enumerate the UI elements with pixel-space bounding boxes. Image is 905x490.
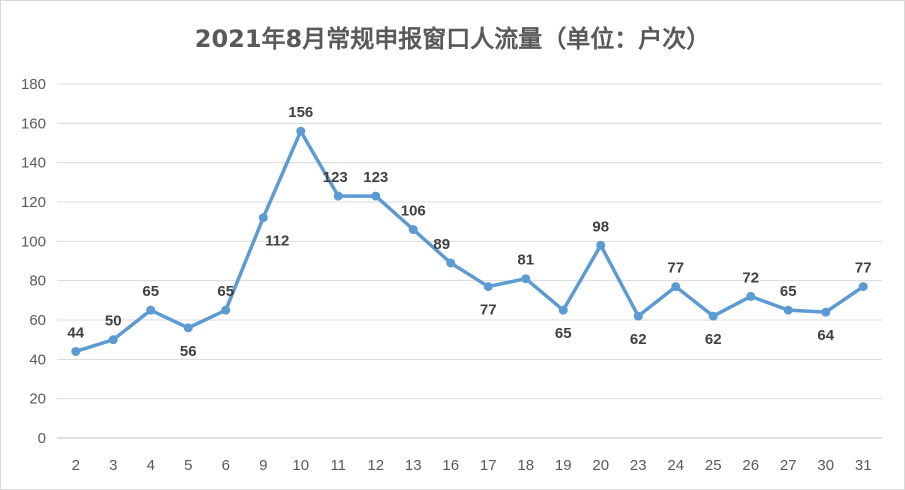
- series-line: [75, 129, 865, 354]
- y-tick-label: 60: [29, 312, 46, 329]
- data-label: 65: [555, 325, 572, 342]
- data-point: [671, 282, 681, 292]
- x-tick-label: 31: [855, 457, 872, 474]
- x-tick-label: 26: [742, 457, 759, 474]
- data-label: 65: [780, 283, 797, 300]
- data-point: [183, 323, 193, 333]
- data-label: 72: [742, 269, 759, 286]
- data-point: [446, 258, 456, 268]
- data-point: [596, 240, 606, 250]
- data-label: 89: [433, 236, 450, 253]
- data-label: 81: [517, 252, 534, 269]
- x-tick-label: 2: [72, 457, 80, 474]
- data-point: [708, 311, 718, 321]
- data-label: 156: [288, 104, 313, 121]
- data-label: 123: [363, 169, 388, 186]
- x-tick-label: 16: [442, 457, 459, 474]
- x-tick-label: 19: [555, 457, 572, 474]
- x-tick-label: 20: [592, 457, 609, 474]
- data-label: 106: [401, 203, 426, 220]
- x-tick-label: 23: [630, 457, 647, 474]
- y-tick-label: 20: [29, 391, 46, 408]
- data-point: [783, 305, 793, 315]
- data-label: 77: [480, 302, 497, 319]
- data-point: [746, 291, 756, 301]
- x-tick-label: 17: [480, 457, 497, 474]
- y-tick-label: 0: [38, 430, 46, 447]
- data-point: [221, 305, 231, 315]
- x-tick-label: 24: [667, 457, 684, 474]
- y-tick-label: 40: [29, 351, 46, 368]
- data-point: [333, 191, 343, 201]
- x-tick-label: 13: [405, 457, 422, 474]
- data-point: [108, 335, 118, 345]
- y-tick-label: 80: [29, 273, 46, 290]
- x-tick-label: 6: [222, 457, 230, 474]
- data-point: [483, 282, 493, 292]
- y-tick-label: 120: [21, 194, 46, 211]
- x-tick-label: 18: [517, 457, 534, 474]
- x-tick-label: 3: [109, 457, 117, 474]
- data-point: [146, 305, 156, 315]
- data-point: [258, 213, 268, 223]
- x-tick-label: 5: [184, 457, 192, 474]
- data-point: [371, 191, 381, 201]
- data-label: 62: [705, 331, 722, 348]
- x-tick-label: 30: [817, 457, 834, 474]
- x-tick-label: 27: [780, 457, 797, 474]
- x-tick-label: 9: [259, 457, 267, 474]
- data-point: [296, 126, 306, 136]
- y-tick-label: 160: [21, 115, 46, 132]
- data-point: [521, 274, 531, 284]
- data-label: 65: [142, 283, 159, 300]
- data-point: [71, 346, 81, 356]
- x-tick-label: 10: [292, 457, 309, 474]
- data-label: 112: [265, 233, 289, 250]
- data-label: 77: [855, 260, 872, 277]
- data-label: 77: [667, 260, 684, 277]
- data-point: [821, 307, 831, 317]
- x-tick-label: 4: [147, 457, 155, 474]
- y-tick-label: 100: [21, 233, 46, 250]
- x-tick-label: 12: [367, 457, 384, 474]
- chart-title: 2021年8月常规申报窗口人流量（单位：户次）: [194, 25, 711, 53]
- x-tick-label: 11: [330, 457, 346, 474]
- data-label: 50: [105, 313, 122, 330]
- data-point: [558, 305, 568, 315]
- data-point: [408, 225, 418, 235]
- data-label: 123: [323, 169, 348, 186]
- y-tick-label: 140: [21, 155, 46, 172]
- x-tick-label: 25: [705, 457, 722, 474]
- data-label: 44: [67, 324, 84, 341]
- data-point: [858, 282, 868, 292]
- data-label: 98: [592, 218, 609, 235]
- data-label: 56: [180, 343, 197, 360]
- data-label: 65: [217, 283, 234, 300]
- y-tick-label: 180: [21, 76, 46, 93]
- data-label: 64: [817, 327, 834, 344]
- data-point: [633, 311, 643, 321]
- data-label: 62: [630, 331, 647, 348]
